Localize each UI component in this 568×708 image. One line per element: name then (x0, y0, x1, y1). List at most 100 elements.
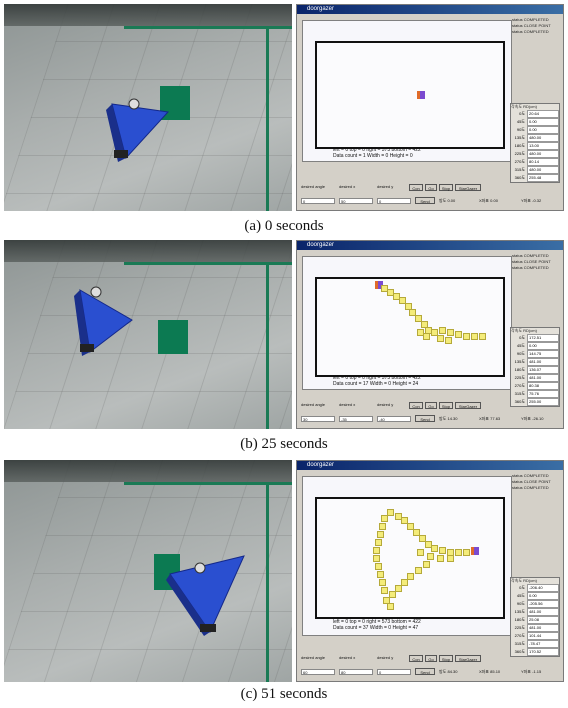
trail-cell (431, 545, 438, 552)
stop-button[interactable]: Stop (439, 655, 453, 662)
trail-cell (395, 585, 402, 592)
panel-caption: (a) 0 seconds (244, 218, 324, 234)
go-button[interactable]: Go (425, 184, 437, 191)
robot-icon (74, 286, 133, 356)
table-row: 270도 80.38 (511, 382, 559, 390)
desired-y-input[interactable]: -40 (377, 416, 411, 422)
trail-cell (471, 333, 478, 340)
go-button[interactable]: Go (425, 402, 437, 409)
stargazer-button[interactable]: StarGazer (455, 655, 481, 662)
trail-cell (401, 517, 408, 524)
trail-cell (373, 555, 380, 562)
stargazer-button[interactable]: StarGazer (455, 184, 481, 191)
app-window: doorgazer (296, 240, 564, 429)
trail-cell (445, 337, 452, 344)
stats-line: left = 0 top = 0 right = 573 bottom = 42… (333, 375, 421, 381)
stop-button[interactable]: Stop (439, 402, 453, 409)
trail-cell (383, 597, 390, 604)
trail-cell (405, 303, 412, 310)
desired-x-input[interactable]: 50 (339, 198, 373, 204)
status-line: status COMPLETED (512, 29, 549, 34)
desired-angle-input[interactable]: 30 (301, 416, 335, 422)
send-button[interactable]: Send (415, 197, 435, 204)
desired-x-input[interactable]: 80 (339, 669, 373, 675)
map-view: left = 0 top = 0 right = 573 bottom = 42… (302, 476, 512, 636)
trail-cell (401, 579, 408, 586)
desired-angle-label: desired angle (301, 184, 326, 189)
trail-cell (381, 587, 388, 594)
robot-icon (106, 98, 170, 162)
target-pad (158, 320, 188, 354)
table-row: 315도 75.76 (511, 390, 559, 398)
trail-cell (375, 539, 382, 546)
desired-y-label: desired y (377, 184, 394, 189)
trail-cell (455, 331, 462, 338)
table-row: 90도 0.00 (511, 126, 559, 134)
control-bar: desired angle desired x desired y Con Go… (299, 655, 561, 679)
con-button[interactable]: Con (409, 402, 423, 409)
desired-y-input[interactable]: 0 (377, 669, 411, 675)
desired-y-label: desired y (377, 655, 394, 660)
x-readout: X좌표 85.10 (479, 669, 501, 674)
trail-cell (463, 333, 470, 340)
table-row: 180도 25.08 (511, 616, 559, 624)
desired-angle-input[interactable]: 0 (301, 198, 335, 204)
panel-caption: (c) 51 seconds (240, 686, 328, 702)
floor-tape (124, 262, 292, 265)
distance-header: 각속도 RD(cm) (511, 104, 537, 109)
arena-boundary (315, 277, 505, 377)
stats-line: Data count = 17 Width = 0 Height = 24 (333, 381, 419, 387)
table-row: 180도 13.00 (511, 142, 559, 150)
trail-cell (373, 547, 380, 554)
status-list: status COMPLETED status CLOSE POINT stat… (512, 473, 560, 491)
floor-tape (266, 26, 269, 211)
table-row: 360도 255.48 (511, 174, 559, 182)
table-row: 180도 136.07 (511, 366, 559, 374)
trail-cell (417, 329, 424, 336)
control-bar: desired angle desired x desired y Con Go… (299, 402, 561, 426)
trail-cell (423, 561, 430, 568)
control-bar: desired angle desired x desired y Con Go… (299, 184, 561, 208)
con-button[interactable]: Con (409, 184, 423, 191)
heading-readout: 방도 0.00 (439, 198, 456, 203)
desired-angle-input[interactable]: 60 (301, 669, 335, 675)
desired-y-input[interactable]: 0 (377, 198, 411, 204)
trail-cell (463, 549, 470, 556)
stargazer-button[interactable]: StarGazer (455, 402, 481, 409)
trail-cell (381, 285, 388, 292)
trail-cell (407, 523, 414, 530)
desired-x-label: desired x (339, 655, 356, 660)
status-line: status CLOSE POINT (512, 259, 551, 264)
desired-x-input[interactable]: -35 (339, 416, 373, 422)
con-button[interactable]: Con (409, 655, 423, 662)
trail-cell (381, 515, 388, 522)
trail-cell (479, 333, 486, 340)
app-window: doorgazer left = 0 top = 0 right = 573 b… (296, 4, 564, 211)
trail-cell (377, 571, 384, 578)
heading-readout: 방도 14.30 (439, 416, 458, 421)
distance-table: 각속도 RD(cm) 0도 20.64 45도 0.00 90도 0.00 135도 4… (510, 103, 560, 183)
trail-cell (439, 327, 446, 334)
map-view: left = 0 top = 0 right = 573 bottom = 42… (302, 20, 512, 162)
trail-cell (421, 321, 428, 328)
x-readout: X좌표 77.63 (479, 416, 501, 421)
trail-cell (425, 541, 432, 548)
table-row: 0도 20.64 (511, 110, 559, 118)
send-button[interactable]: Send (415, 415, 435, 422)
stop-button[interactable]: Stop (439, 184, 453, 191)
table-row: 225도 480.00 (511, 150, 559, 158)
go-button[interactable]: Go (425, 655, 437, 662)
stats-line: Data count = 1 Width = 0 Height = 0 (333, 153, 413, 159)
table-row: 45도 0.00 (511, 342, 559, 350)
table-row: 0도 172.51 (511, 334, 559, 342)
app-window: doorgazer (296, 460, 564, 682)
distance-table: 각속도 RD(cm) 0도 -206.40 45도 0.00 90도 -205.56 … (510, 577, 560, 657)
trail-cell (447, 329, 454, 336)
trail-cell (431, 329, 438, 336)
trail-cell (395, 513, 402, 520)
send-button[interactable]: Send (415, 668, 435, 675)
trail-cell (419, 535, 426, 542)
floor-tape (266, 482, 269, 682)
y-readout: Y좌표 -0.32 (521, 198, 542, 203)
y-readout: Y좌표 -1.15 (521, 669, 542, 674)
